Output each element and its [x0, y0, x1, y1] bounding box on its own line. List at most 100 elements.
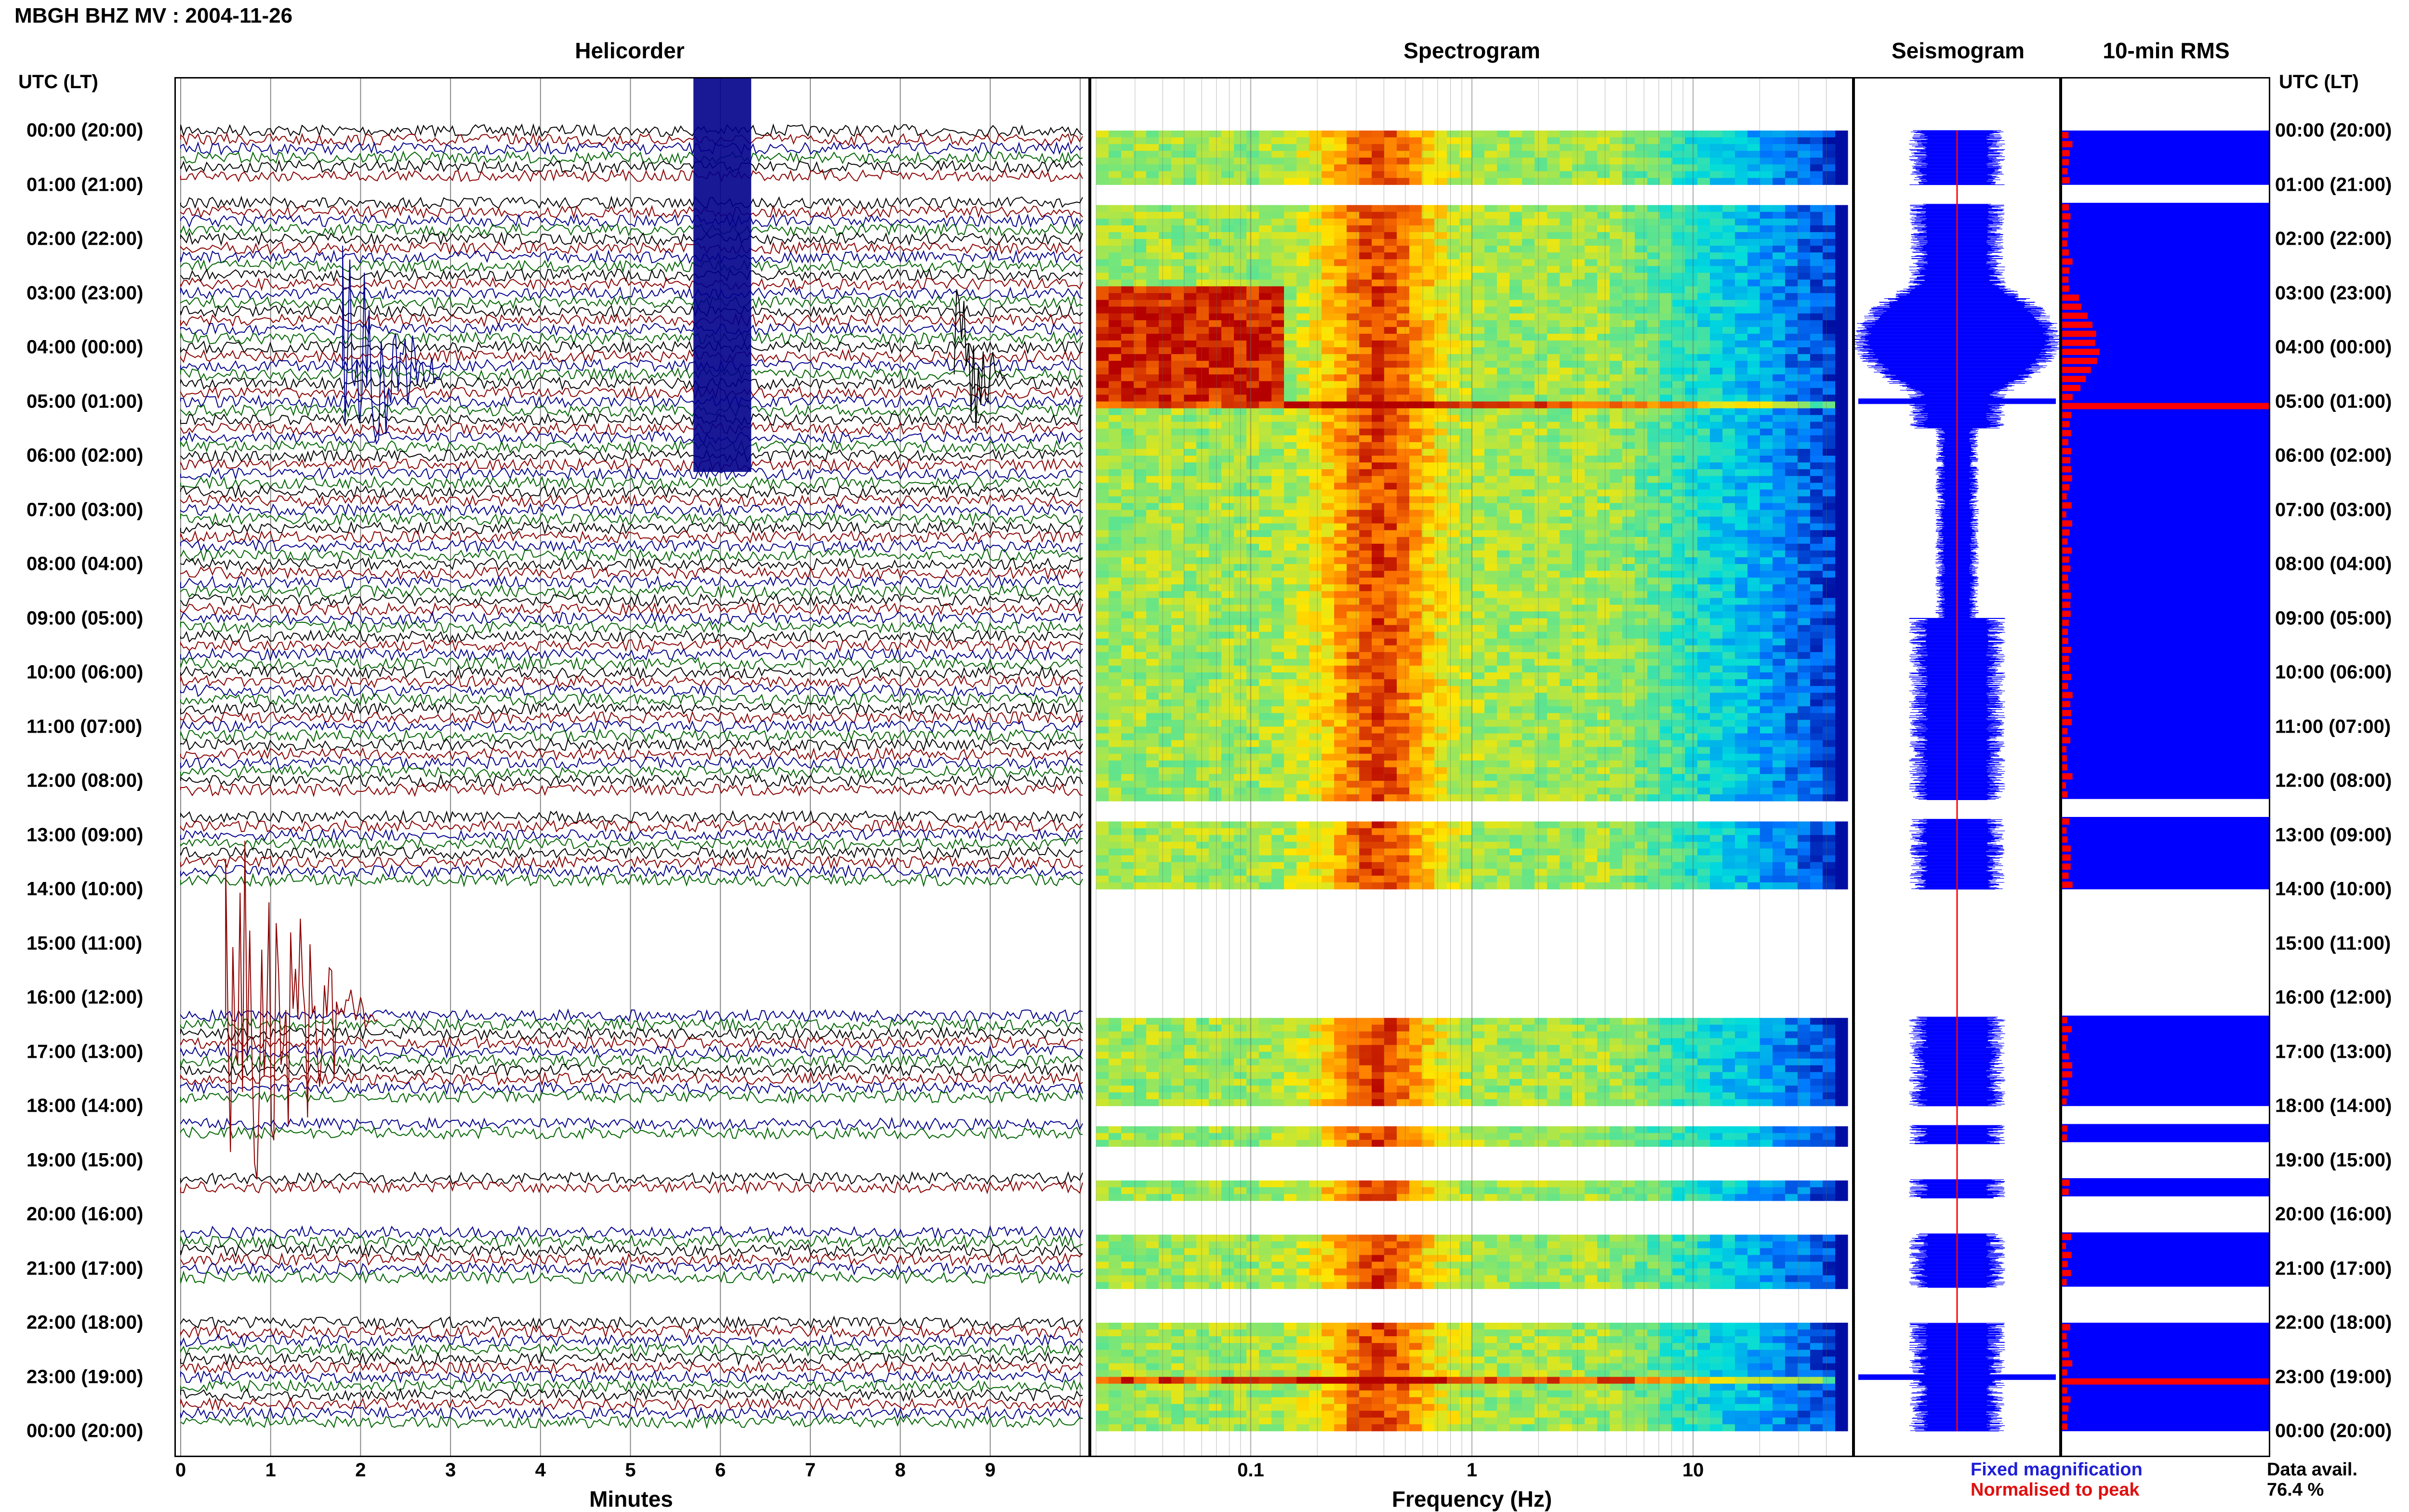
hour-label-right: 18:00 (14:00) — [2275, 1095, 2392, 1117]
spectrogram-cell — [1472, 131, 1485, 138]
spectrogram-cell — [1309, 347, 1322, 355]
spectrogram-cell — [1159, 496, 1172, 503]
spectrogram-cell — [1397, 178, 1410, 185]
spectrogram-cell — [1184, 388, 1197, 395]
spectrogram-cell — [1773, 672, 1786, 680]
spectrogram-cell — [1221, 239, 1234, 246]
spectrogram-cell — [1196, 442, 1209, 449]
spectrogram-cell — [1823, 469, 1836, 476]
spectrogram-cell — [1284, 530, 1297, 538]
spectrogram-cell — [1271, 476, 1284, 483]
spectrogram-cell — [1271, 327, 1284, 334]
spectrogram-cell — [1134, 693, 1147, 700]
spectrogram-cell — [1572, 631, 1585, 639]
spectrogram-cell — [1334, 232, 1347, 239]
spectrogram-cell — [1171, 408, 1184, 416]
spectrogram-cell — [1121, 171, 1134, 178]
spectrogram-cell — [1509, 320, 1522, 328]
spectrogram-cell — [1271, 496, 1284, 503]
spectrogram-cell — [1647, 354, 1660, 361]
spectrogram-cell — [1522, 286, 1535, 293]
spectrogram-cell — [1284, 286, 1297, 293]
spectrogram-cell — [1297, 557, 1310, 565]
spectrogram-cell — [1722, 306, 1735, 314]
spectrogram-cell — [1547, 347, 1560, 355]
spectrogram-cell — [1347, 658, 1360, 666]
spectrogram-cell — [1685, 211, 1698, 219]
spectrogram-cell — [1109, 361, 1122, 368]
spectrogram-cell — [1347, 151, 1360, 158]
spectrogram-cell — [1271, 530, 1284, 538]
spectrogram-cell — [1234, 158, 1247, 165]
spectrogram-cell — [1422, 266, 1435, 273]
spectrogram-cell — [1835, 625, 1848, 632]
spectrogram-cell — [1309, 578, 1322, 585]
spectrogram-cell — [1823, 686, 1836, 693]
spectrogram-cell — [1635, 611, 1648, 618]
spectrogram-cell — [1823, 205, 1836, 212]
spectrogram-cell — [1522, 388, 1535, 395]
spectrogram-cell — [1497, 557, 1510, 565]
spectrogram-cell — [1409, 246, 1422, 253]
spectrogram-cell — [1209, 320, 1222, 328]
spectrogram-cell — [1722, 252, 1735, 260]
spectrogram-cell — [1347, 456, 1360, 463]
spectrogram-cell — [1184, 131, 1197, 138]
spectrogram-cell — [1284, 448, 1297, 456]
spectrogram-cell — [1635, 448, 1648, 456]
helicorder-trace — [180, 1252, 1083, 1267]
spectrogram-cell — [1585, 151, 1598, 158]
spectrogram-cell — [1171, 421, 1184, 429]
spectrogram-cell — [1159, 462, 1172, 470]
spectrogram-cell — [1547, 564, 1560, 571]
spectrogram-cell — [1397, 286, 1410, 293]
spectrogram-cell — [1672, 564, 1685, 571]
spectrogram-cell — [1747, 211, 1760, 219]
spectrogram-cell — [1109, 550, 1122, 558]
spectrogram-cell — [1159, 476, 1172, 483]
spectrogram-cell — [1384, 333, 1397, 341]
helicorder-trace — [180, 1125, 1083, 1140]
spectrogram-cell — [1647, 557, 1660, 565]
spectrogram-cell — [1134, 252, 1147, 260]
spectrogram-cell — [1422, 279, 1435, 287]
spectrogram-cell — [1835, 421, 1848, 429]
hour-label-right: 17:00 (13:00) — [2275, 1041, 2392, 1062]
spectrogram-cell — [1747, 394, 1760, 402]
spectrogram-cell — [1622, 672, 1635, 680]
spectrogram-cell — [1459, 171, 1472, 178]
spectrogram-cell — [1309, 205, 1322, 212]
spectrogram-cell — [1459, 448, 1472, 456]
spectrogram-cell — [1134, 246, 1147, 253]
spectrogram-cell — [1146, 239, 1159, 246]
spectrogram-cell — [1597, 421, 1610, 429]
spectrogram-cell — [1134, 435, 1147, 443]
spectrogram-cell — [1773, 381, 1786, 388]
spectrogram-cell — [1622, 523, 1635, 531]
spectrogram-cell — [1146, 394, 1159, 402]
spectrogram-cell — [1672, 144, 1685, 151]
spectrogram-cell — [1297, 232, 1310, 239]
spectrogram-cell — [1096, 645, 1109, 653]
spectrogram-cell — [1823, 537, 1836, 544]
spectrogram-cell — [1722, 442, 1735, 449]
spectrogram-cell — [1246, 205, 1259, 212]
spectrogram-cell — [1171, 638, 1184, 646]
spectrogram-cell — [1271, 131, 1284, 138]
spectrogram-cell — [1810, 584, 1823, 592]
spectrogram-cell — [1284, 516, 1297, 524]
spectrogram-cell — [1409, 368, 1422, 375]
spectrogram-cell — [1171, 658, 1184, 666]
spectrogram-cell — [1785, 171, 1798, 178]
spectrogram-cell — [1710, 374, 1723, 381]
spectrogram-cell — [1685, 144, 1698, 151]
spectrogram-cell — [1760, 178, 1773, 185]
spectrogram-cell — [1422, 273, 1435, 280]
spectrogram-cell — [1134, 631, 1147, 639]
spectrogram-cell — [1109, 571, 1122, 578]
spectrogram-cell — [1297, 211, 1310, 219]
spectrogram-cell — [1234, 252, 1247, 260]
spectrogram-cell — [1660, 144, 1673, 151]
spectrogram-cell — [1823, 611, 1836, 618]
spectrogram-cell — [1747, 611, 1760, 618]
